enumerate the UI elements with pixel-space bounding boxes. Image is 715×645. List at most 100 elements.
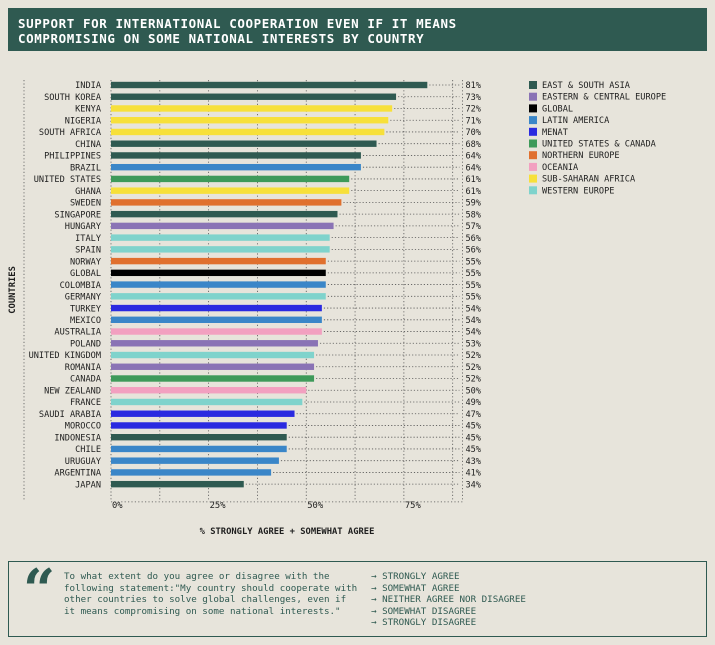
answer-option: → NEITHER AGREE NOR DISAGREE — [371, 594, 526, 606]
country-label: NEW ZEALAND — [44, 386, 101, 396]
country-label: MOROCCO — [65, 422, 101, 432]
bar-global — [111, 269, 326, 277]
country-label: CANADA — [70, 375, 102, 385]
country-label: HUNGARY — [65, 222, 102, 232]
data-label: 52% — [465, 363, 481, 373]
bar-romania — [111, 363, 315, 370]
legend-swatch — [529, 162, 537, 171]
bar-new-zealand — [111, 387, 307, 394]
data-label: 47% — [465, 410, 481, 420]
legend-swatch — [529, 116, 537, 125]
country-label: INDIA — [75, 81, 102, 91]
data-label: 61% — [465, 175, 481, 185]
bar-uruguay — [111, 457, 279, 464]
data-label: 54% — [465, 304, 481, 314]
bar-south-korea — [111, 93, 397, 100]
data-label: 68% — [465, 140, 481, 150]
bar-indonesia — [111, 434, 287, 441]
legend-entry: OCEANIA — [542, 163, 579, 173]
data-label: 57% — [465, 222, 481, 232]
data-label: 54% — [465, 316, 481, 326]
bar-chart: INDIA 81% SOUTH KOREA 73% KENYA 72% NIGERIA 71%… — [8, 80, 666, 537]
bar-colombia — [111, 281, 326, 288]
x-tick-label: 75% — [405, 501, 422, 511]
country-label: CHINA — [75, 140, 102, 150]
bar-united-states — [111, 175, 350, 183]
legend-entry: WESTERN EUROPE — [542, 186, 614, 196]
legend-swatch — [529, 92, 537, 101]
data-label: 52% — [465, 375, 481, 385]
bar-australia — [111, 328, 322, 335]
answer-option: → STRONGLY DISAGREE — [371, 617, 477, 629]
bar-poland — [111, 340, 318, 347]
country-label: SPAIN — [75, 246, 101, 256]
country-label: URUGUAY — [65, 457, 102, 467]
data-label: 73% — [465, 93, 481, 103]
bar-singapore — [111, 210, 338, 218]
legend-swatch — [529, 104, 537, 113]
country-label: SAUDI ARABIA — [39, 410, 102, 420]
bar-sweden — [111, 199, 342, 206]
country-label: UNITED KINGDOM — [29, 351, 101, 361]
bar-kenya — [111, 105, 393, 112]
y-axis-label: COUNTRIES — [8, 266, 18, 314]
country-label: ARGENTINA — [54, 469, 101, 479]
country-label: JAPAN — [75, 480, 101, 490]
country-label: GERMANY — [65, 293, 102, 303]
bar-germany — [111, 293, 326, 300]
data-label: 55% — [465, 281, 481, 291]
country-label: UNITED STATES — [34, 175, 101, 185]
country-label: NORWAY — [70, 257, 102, 267]
country-label: FRANCE — [70, 398, 101, 408]
country-label: AUSTRALIA — [54, 328, 101, 338]
country-label: MEXICO — [70, 316, 101, 326]
data-label: 64% — [465, 163, 481, 173]
country-label: TURKEY — [70, 304, 102, 314]
legend-swatch — [529, 186, 537, 195]
x-tick-label: 0% — [112, 501, 123, 511]
data-label: 43% — [465, 457, 481, 467]
bar-brazil — [111, 163, 361, 171]
bar-philippines — [111, 152, 361, 159]
country-label: NIGERIA — [65, 116, 102, 126]
data-label: 45% — [465, 422, 481, 432]
answer-options-list: → STRONGLY AGREE → SOMEWHAT AGREE → NEIT… — [371, 571, 526, 629]
country-label: COLOMBIA — [60, 281, 102, 291]
bar-saudi-arabia — [111, 410, 295, 417]
chart-title-line-2: COMPROMISING ON SOME NATIONAL INTERESTS … — [18, 31, 425, 46]
data-label: 55% — [465, 257, 481, 267]
bar-china — [111, 140, 377, 147]
country-label: SOUTH AFRICA — [39, 128, 102, 138]
data-label: 55% — [465, 269, 481, 279]
legend-entry: GLOBAL — [542, 104, 573, 114]
data-label: 34% — [465, 480, 481, 490]
legend-swatch — [529, 174, 537, 183]
bar-ghana — [111, 187, 350, 194]
bar-turkey — [111, 304, 322, 312]
country-label: BRAZIL — [70, 163, 101, 173]
legend-entry: MENAT — [542, 128, 568, 138]
bar-nigeria — [111, 117, 389, 124]
x-tick-label: 50% — [307, 501, 324, 511]
x-tick-label: 25% — [210, 501, 227, 511]
bar-india — [111, 81, 428, 89]
data-label: 45% — [465, 433, 481, 443]
survey-question-text: To what extent do you agree or disagree … — [64, 571, 358, 617]
bar-chile — [111, 445, 287, 453]
country-label: CHILE — [75, 445, 101, 455]
bar-mexico — [111, 316, 322, 323]
data-label: 54% — [465, 328, 481, 338]
data-label: 50% — [465, 386, 481, 396]
legend-entry: NORTHERN EUROPE — [542, 151, 620, 161]
country-label: INDONESIA — [54, 433, 101, 443]
legend-entry: UNITED STATES & CANADA — [542, 140, 657, 150]
country-label: SWEDEN — [70, 199, 101, 209]
data-label: 45% — [465, 445, 481, 455]
data-label: 56% — [465, 246, 481, 256]
data-label: 70% — [465, 128, 481, 138]
legend-entry: LATIN AMERICA — [542, 116, 610, 126]
survey-question-box: “ To what extent do you agree or disagre… — [8, 560, 707, 637]
data-label: 72% — [465, 105, 481, 115]
legend-entry: EASTERN & CENTRAL EUROPE — [542, 93, 666, 103]
bar-united-kingdom — [111, 351, 315, 359]
